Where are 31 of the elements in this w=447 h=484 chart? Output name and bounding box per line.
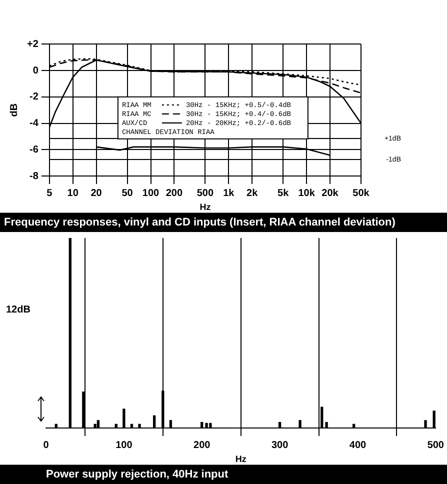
x-tick-label: 5 [46, 188, 53, 199]
x-tick-label: 0 [43, 440, 50, 451]
x-tick-label: 300 [271, 440, 289, 451]
x-tick-label: 200 [166, 188, 183, 199]
x-tick-label: 200 [194, 440, 211, 451]
x-axis-title: Hz [235, 454, 247, 464]
x-tick-label: 10 [67, 188, 79, 199]
x-tick-label: 20k [322, 188, 339, 199]
text: 12dB [6, 304, 30, 316]
x-axis-title: Hz [200, 202, 212, 212]
x-tick-label: 100 [142, 188, 160, 199]
text: Frequency responses, vinyl and CD inputs (Insert, RIAA channel deviation) [4, 216, 396, 228]
x-tick-label: 5k [278, 188, 290, 199]
y-tick-label: -6 [29, 144, 39, 156]
x-tick-label: 500 [427, 440, 444, 451]
x-tick-label: 10k [298, 188, 316, 199]
y-tick-label: 0 [32, 65, 39, 76]
y-tick-label: -8 [29, 170, 39, 182]
x-tick-label: 100 [116, 440, 133, 451]
x-tick-label: 1k [223, 188, 235, 199]
y-axis-title: dB [8, 103, 20, 117]
x-tick-label: 50 [122, 188, 134, 199]
x-tick-label: 400 [349, 440, 367, 451]
y-tick-label: -4 [29, 118, 39, 130]
x-tick-label: 20 [90, 188, 102, 199]
text: Power supply rejection, 40Hz input [46, 468, 228, 480]
y-tick-label: +2 [26, 38, 39, 50]
y-tick-label: -2 [29, 92, 39, 103]
x-tick-label: 2k [246, 188, 258, 199]
x-tick-label: 50k [352, 188, 370, 199]
x-tick-label: 500 [196, 188, 214, 199]
